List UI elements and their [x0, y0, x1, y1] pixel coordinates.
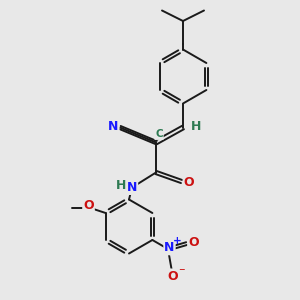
Text: O: O	[188, 236, 199, 249]
Text: N: N	[164, 241, 175, 254]
Text: O: O	[167, 269, 178, 283]
Text: H: H	[190, 119, 201, 133]
Text: N: N	[127, 181, 137, 194]
Text: O: O	[83, 199, 94, 212]
Text: O: O	[184, 176, 194, 189]
Text: +: +	[173, 236, 182, 246]
Text: N: N	[108, 119, 118, 133]
Text: ⁻: ⁻	[178, 266, 185, 280]
Text: H: H	[116, 178, 126, 192]
Text: C: C	[155, 129, 163, 139]
